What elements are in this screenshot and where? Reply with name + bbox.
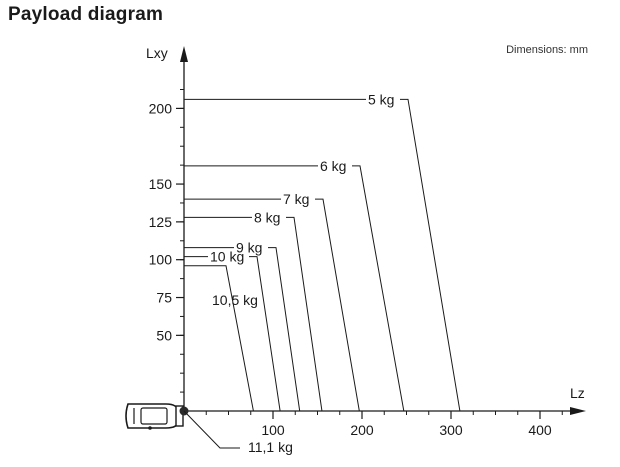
y-tick-label: 100 [149, 252, 173, 268]
curve-7-kg [184, 198, 360, 412]
origin-label: 11,1 kg [248, 439, 293, 455]
curve-label: 7 kg [283, 191, 309, 207]
axis-labels: 50 75 100 125 150 200 100 200 300 400 Lxy Lz 5 kg 6 k… [146, 45, 585, 455]
curve-10-5-kg [184, 265, 254, 412]
x-tick-label: 200 [350, 422, 374, 438]
y-tick-label: 200 [149, 100, 173, 116]
y-tick-label: 75 [156, 290, 172, 306]
x-tick-label: 400 [528, 422, 552, 438]
x-tick-label: 100 [261, 422, 285, 438]
x-tick-label: 300 [439, 422, 463, 438]
curve-5-kg [184, 98, 461, 412]
y-axis-label: Lxy [146, 45, 168, 61]
axes [176, 46, 586, 419]
origin-leader-line [183, 410, 240, 449]
curve-10-kg [184, 256, 281, 412]
y-tick-label: 125 [149, 214, 173, 230]
curve-label: 8 kg [254, 209, 280, 225]
robot-wrist-icon [125, 403, 184, 430]
curve-label: 10 kg [210, 249, 244, 265]
curve-8-kg [184, 216, 323, 412]
x-axis-label: Lz [570, 385, 585, 401]
y-axis-arrow [180, 46, 188, 62]
curve-label: 6 kg [320, 158, 346, 174]
dimensions-note: Dimensions: mm [506, 44, 588, 56]
curve-label: 9 kg [236, 240, 262, 256]
y-tick-label: 50 [156, 327, 172, 343]
curve-9-kg [184, 247, 301, 412]
page-title: Payload diagram [8, 4, 164, 25]
curve-label: 5 kg [368, 91, 394, 107]
x-axis-arrow [570, 407, 586, 415]
y-tick-label: 150 [149, 176, 173, 192]
curve-6-kg [184, 165, 405, 412]
curve-label: 10,5 kg [212, 292, 258, 308]
payload-curves [179, 98, 461, 449]
